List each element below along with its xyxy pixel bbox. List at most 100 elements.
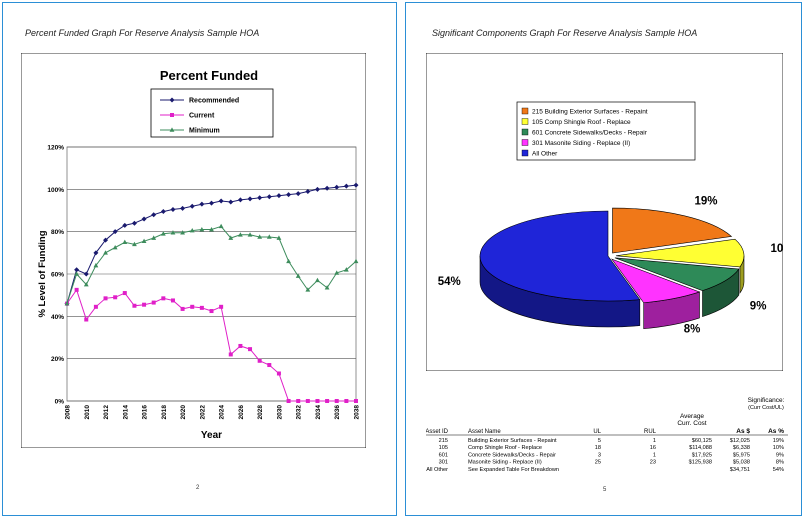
table-cell: $5,038 — [733, 460, 750, 466]
data-point-minimum — [266, 234, 272, 239]
table-cell: 1 — [653, 438, 656, 444]
table-cell: See Expanded Table For Breakdown — [468, 467, 559, 473]
legend-label-current: Current — [189, 113, 215, 120]
legend-swatch — [521, 139, 529, 146]
table-cell: $125,938 — [689, 460, 712, 466]
data-point-minimum — [209, 226, 214, 232]
data-point-recommended — [170, 206, 176, 212]
data-point-recommended — [189, 203, 195, 209]
data-point-minimum — [286, 258, 291, 264]
data-point-current — [257, 358, 262, 363]
data-point-recommended — [160, 209, 166, 215]
table-cell: All Other — [426, 467, 448, 473]
series-recommended — [64, 182, 359, 307]
data-point-current — [113, 295, 118, 300]
data-point-minimum — [295, 273, 301, 278]
x-tick-label: 2022 — [199, 405, 206, 420]
data-point-minimum — [257, 234, 263, 239]
data-point-current — [93, 304, 98, 309]
data-point-minimum — [132, 241, 137, 247]
table-row: 215 Building Exterior Surfaces - Repaint 5… — [439, 438, 784, 444]
data-point-current — [286, 399, 291, 403]
table-header: As % — [768, 428, 784, 435]
data-point-recommended — [266, 194, 272, 200]
data-point-recommended — [209, 200, 214, 206]
table-cell: 23 — [650, 460, 656, 466]
table-cell: 105 — [439, 445, 448, 451]
table-cell: 18 — [595, 445, 601, 451]
data-point-recommended — [122, 222, 128, 228]
legend-label: All Other — [532, 151, 558, 158]
report-page-significant-components: Significant Components Graph For Reserve… — [405, 2, 802, 516]
data-point-recommended — [218, 198, 224, 204]
legend-swatch — [521, 107, 529, 115]
data-point-recommended — [334, 184, 340, 190]
data-point-minimum — [353, 258, 359, 264]
data-point-current — [84, 317, 89, 322]
table-cell: 54% — [773, 467, 784, 473]
pie-data-label: 19% — [695, 196, 718, 208]
data-point-recommended — [324, 185, 330, 191]
pie-slice — [614, 257, 740, 291]
x-tick-label: 2036 — [334, 405, 341, 420]
y-axis-label: % Level of Funding — [37, 230, 48, 317]
table-cell: 1 — [653, 452, 656, 458]
data-point-minimum — [334, 270, 340, 275]
legend-marker-recommended — [169, 97, 175, 103]
y-tick-label: 120% — [47, 145, 64, 152]
data-point-minimum — [180, 230, 185, 235]
table-header: UL — [593, 429, 601, 435]
page-heading: Significant Components Graph For Reserve… — [432, 28, 698, 38]
legend-box — [516, 101, 696, 161]
data-point-minimum — [160, 231, 166, 236]
table-row: All Other See Expanded Table For Breakdow… — [426, 467, 784, 473]
data-point-minimum — [199, 226, 205, 232]
legend-swatch — [521, 128, 529, 136]
table-cell: 5 — [598, 438, 601, 444]
table-cell: 16 — [650, 445, 656, 451]
table-cell: 8% — [776, 460, 784, 466]
legend-swatch — [521, 149, 529, 157]
table-cell: 301 — [439, 460, 448, 466]
data-point-minimum — [247, 232, 253, 237]
y-tick-label: 40% — [51, 314, 64, 321]
data-point-recommended — [228, 199, 234, 205]
x-tick-label: 2024 — [219, 405, 226, 420]
report-page-percent-funded: Percent Funded Graph For Reserve Analysi… — [2, 2, 397, 516]
pie-slice — [611, 258, 701, 304]
table-header: Asset ID — [426, 429, 449, 435]
table-cell: 25 — [595, 460, 601, 466]
data-point-recommended — [131, 220, 137, 226]
data-point-current — [315, 399, 320, 403]
data-point-minimum — [122, 239, 128, 245]
x-tick-label: 2020 — [180, 405, 187, 420]
table-row: 301 Masonite Siding - Replace (II) 25 23 $12… — [439, 460, 784, 466]
x-tick-label: 2014 — [122, 405, 129, 420]
pie-data-label: 54% — [438, 276, 461, 288]
table-header: RUL — [644, 429, 657, 435]
data-point-recommended — [295, 191, 301, 197]
data-point-current — [209, 309, 214, 314]
table-cell: 9% — [776, 452, 784, 458]
data-point-recommended — [247, 196, 253, 202]
y-tick-label: 20% — [51, 356, 64, 363]
page-number: 2 — [196, 485, 200, 491]
y-tick-label: 100% — [47, 187, 64, 194]
x-tick-label: 2016 — [142, 405, 149, 420]
significant-components-table: Significance:(Curr Cost/UL) AverageCurr. … — [426, 397, 788, 473]
legend-marker-minimum — [169, 127, 175, 132]
data-point-current — [74, 287, 79, 292]
data-point-minimum — [141, 238, 147, 243]
data-point-recommended — [314, 186, 320, 192]
data-point-recommended — [103, 237, 109, 243]
table-cell: 3 — [598, 452, 601, 458]
data-point-current — [228, 352, 233, 357]
data-point-recommended — [180, 205, 186, 211]
percent-funded-chart: Percent Funded 0% 20% 40% 60% 80% 100% 120% 2008… — [21, 53, 366, 448]
legend-label: 215 Building Exterior Surfaces - Repaint — [532, 109, 648, 116]
legend-label: 601 Concrete Sidewalks/Decks - Repair — [532, 130, 648, 137]
data-point-current — [238, 343, 243, 348]
data-point-recommended — [74, 267, 80, 273]
x-tick-label: 2010 — [84, 405, 91, 420]
legend-swatch — [521, 118, 529, 125]
